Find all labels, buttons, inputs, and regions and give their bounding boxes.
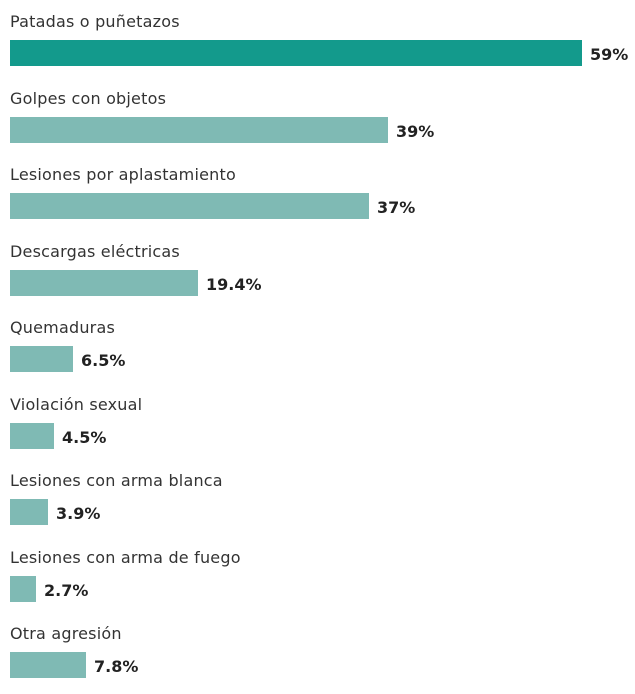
category-label: Descargas eléctricas — [10, 241, 180, 261]
bar-row: Violación sexual 4.5% — [0, 395, 635, 465]
category-label: Quemaduras — [10, 318, 115, 337]
value-label: 19.4% — [206, 274, 262, 294]
bar — [10, 575, 36, 602]
bar — [10, 40, 582, 66]
value-label: 39% — [396, 121, 435, 141]
bar — [10, 652, 86, 678]
bar-row: Lesiones con arma blanca 3.9% — [0, 471, 635, 541]
value-label: 7.8% — [94, 657, 139, 676]
category-label: Golpes con objetos — [10, 88, 167, 108]
bar — [10, 193, 369, 219]
bar — [10, 422, 54, 449]
bar — [10, 499, 48, 525]
category-label: Violación sexual — [10, 394, 143, 414]
value-label: 59% — [590, 45, 629, 64]
bar-row: Lesiones con arma de fuego 2.7% — [0, 548, 635, 618]
bar — [10, 269, 198, 296]
bar-row: Lesiones por aplastamiento 37% — [0, 165, 635, 235]
bar — [10, 116, 388, 143]
value-label: 37% — [377, 198, 416, 217]
bar-row: Descargas eléctricas 19.4% — [0, 242, 635, 312]
value-label: 3.9% — [56, 504, 101, 523]
horizontal-bar-chart: Patadas o puñetazos 59% Golpes con objetos… — [0, 12, 635, 678]
category-label: Patadas o puñetazos — [10, 12, 180, 31]
value-label: 2.7% — [44, 580, 89, 600]
category-label: Lesiones por aplastamiento — [10, 165, 236, 184]
value-label: 4.5% — [62, 427, 107, 447]
bar-row: Quemaduras 6.5% — [0, 318, 635, 388]
bar-row: Patadas o puñetazos 59% — [0, 12, 635, 82]
category-label: Otra agresión — [10, 624, 122, 643]
category-label: Lesiones con arma blanca — [10, 471, 223, 490]
bar-row: Golpes con objetos 39% — [0, 89, 635, 159]
bar — [10, 346, 73, 372]
category-label: Lesiones con arma de fuego — [10, 547, 241, 567]
bar-row: Otra agresión 7.8% — [0, 624, 635, 694]
value-label: 6.5% — [81, 351, 126, 370]
